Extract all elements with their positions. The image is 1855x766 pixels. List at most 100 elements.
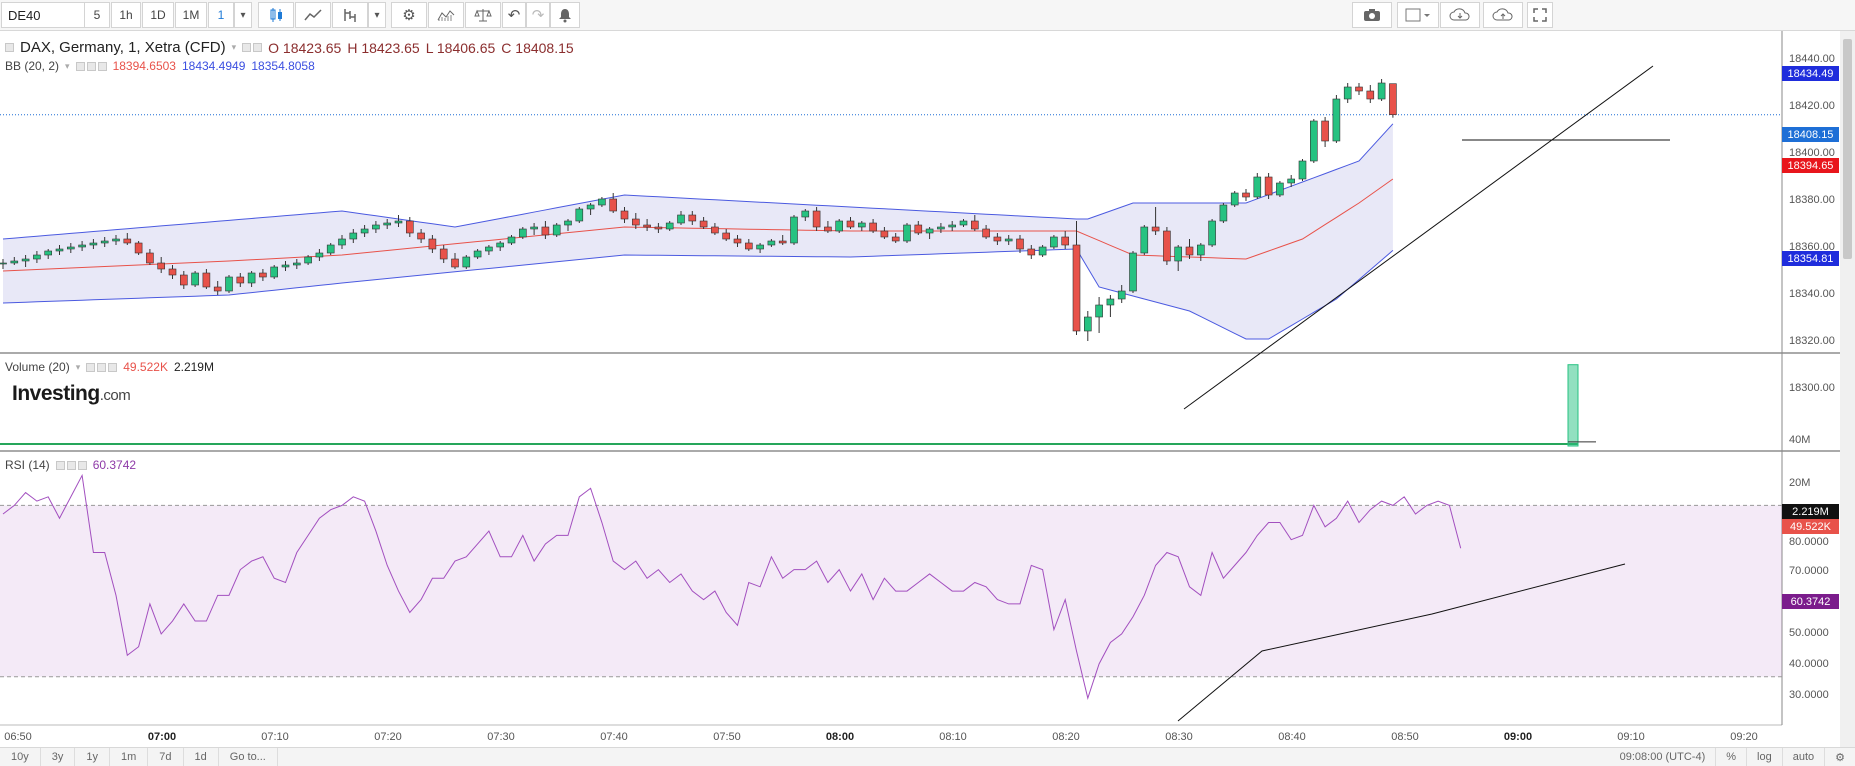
candle-body: [869, 222, 877, 232]
instrument-title: DAX, Germany, 1, Xetra (CFD): [20, 39, 226, 56]
candle-body: [21, 258, 30, 262]
candle-body: [1050, 236, 1058, 248]
interval-1h-button[interactable]: 1h: [111, 2, 141, 28]
volume-controls-icon[interactable]: [86, 362, 118, 372]
candle-body: [1197, 244, 1205, 256]
camera-icon[interactable]: [1352, 2, 1392, 28]
undo-icon[interactable]: ↶: [502, 2, 526, 28]
candle-body: [982, 228, 990, 238]
percent-scale-button[interactable]: %: [1715, 748, 1746, 766]
chevron-down-icon[interactable]: ▾: [65, 60, 70, 71]
candle-body: [778, 240, 787, 244]
candle-body: [801, 210, 810, 218]
candle-body: [903, 224, 911, 242]
volume-value: 2.219M: [173, 360, 214, 374]
time-tick: 07:00: [147, 731, 177, 743]
candle-body: [134, 242, 143, 254]
time-tick: 07:50: [713, 731, 741, 743]
fullscreen-icon[interactable]: [1527, 2, 1553, 28]
cloud-download-icon[interactable]: [1440, 2, 1480, 28]
auto-scale-button[interactable]: auto: [1781, 748, 1824, 766]
interval-1m-button[interactable]: 1M: [175, 2, 207, 28]
time-tick: 07:40: [600, 731, 628, 743]
symbol-input[interactable]: DE40: [1, 2, 99, 28]
volume-legend: Volume (20) ▾ 49.522K 2.219M: [5, 360, 214, 374]
chevron-down-icon[interactable]: ▾: [75, 361, 81, 372]
candle-body: [654, 226, 663, 230]
collapse-icon[interactable]: [5, 43, 14, 52]
candle-body: [1310, 120, 1318, 162]
chart-type-dropdown-icon[interactable]: ▾: [368, 2, 386, 28]
candle-body: [1208, 220, 1216, 246]
settings-gear-icon[interactable]: ⚙: [391, 2, 427, 28]
range-3y-button[interactable]: 3y: [41, 748, 76, 766]
candle-body: [1106, 298, 1115, 306]
candle-body: [722, 232, 731, 240]
candle-body: [711, 226, 719, 234]
candle-body: [372, 224, 380, 230]
candle-body: [1174, 246, 1182, 262]
rsi-controls-icon[interactable]: [55, 460, 87, 470]
candle-body: [89, 242, 98, 246]
interval-5m-button[interactable]: 5: [84, 2, 110, 28]
bb-controls-icon[interactable]: [75, 61, 107, 71]
interval-active-button[interactable]: 1: [208, 2, 234, 28]
candle-body: [857, 222, 866, 228]
top-toolbar: DE40 5 1h 1D 1M 1 ▾ ▾ ⚙ ↶ ↷: [0, 0, 1855, 31]
series-controls-icon[interactable]: [242, 43, 263, 52]
range-10y-button[interactable]: 10y: [0, 748, 41, 766]
layout-icon[interactable]: [1397, 2, 1439, 28]
log-scale-button[interactable]: log: [1746, 748, 1782, 766]
chart-panel[interactable]: DAX, Germany, 1, Xetra (CFD) ▾ O 18423.6…: [0, 31, 1855, 747]
candle-body: [880, 230, 889, 238]
goto-date-button[interactable]: Go to...: [219, 748, 278, 766]
range-1y-button[interactable]: 1y: [75, 748, 110, 766]
time-tick: 08:40: [1278, 731, 1306, 743]
candle-body: [564, 220, 572, 226]
bb-lower-price-marker: 18354.81: [1782, 251, 1839, 266]
volume-tick: 40M: [1789, 434, 1811, 446]
range-7d-button[interactable]: 7d: [148, 748, 184, 766]
candle-body: [970, 220, 979, 230]
redo-icon[interactable]: ↷: [526, 2, 550, 28]
settings-gear-icon[interactable]: ⚙: [1824, 748, 1855, 766]
add-alert-icon[interactable]: [550, 2, 580, 28]
chart-canvas[interactable]: [0, 31, 1855, 747]
studies-icon[interactable]: [428, 2, 464, 28]
candle-body: [1004, 238, 1013, 242]
bb-upper-value: 18434.4949: [181, 59, 246, 73]
candle-body: [213, 286, 222, 292]
candle-body: [530, 226, 538, 230]
candle-body: [507, 236, 516, 244]
interval-dropdown-icon[interactable]: ▾: [234, 2, 252, 28]
candle-body: [405, 220, 414, 234]
timezone-clock[interactable]: 09:08:00 (UTC-4): [1619, 751, 1706, 763]
price-tick: 18300.00: [1789, 382, 1835, 394]
interval-1d-button[interactable]: 1D: [142, 2, 174, 28]
rsi-value: 60.3742: [92, 458, 137, 472]
compare-scale-icon[interactable]: [465, 2, 501, 28]
range-1d-button[interactable]: 1d: [184, 748, 219, 766]
candle-body: [824, 226, 832, 232]
candle-body: [541, 226, 550, 236]
candle-body: [552, 224, 561, 236]
time-tick: 09:20: [1730, 731, 1758, 743]
candle-body: [1230, 192, 1239, 206]
candles-icon[interactable]: [258, 2, 294, 28]
candle-body: [304, 256, 312, 264]
candle-body: [326, 244, 335, 254]
candle-body: [168, 268, 177, 276]
cloud-upload-icon[interactable]: [1483, 2, 1523, 28]
chevron-down-icon[interactable]: ▾: [231, 42, 237, 52]
volume-tick: 20M: [1789, 477, 1811, 489]
time-tick: 06:50: [4, 731, 32, 743]
candle-body: [236, 276, 245, 284]
range-1m-button[interactable]: 1m: [110, 748, 149, 766]
time-tick: 09:00: [1503, 731, 1533, 743]
candle-body: [1332, 98, 1341, 142]
indicators-icon[interactable]: [332, 2, 368, 28]
candle-body: [259, 272, 267, 278]
bb-upper-price-marker: 18434.49: [1782, 66, 1839, 81]
line-chart-icon[interactable]: [295, 2, 331, 28]
candle-body: [518, 228, 527, 238]
